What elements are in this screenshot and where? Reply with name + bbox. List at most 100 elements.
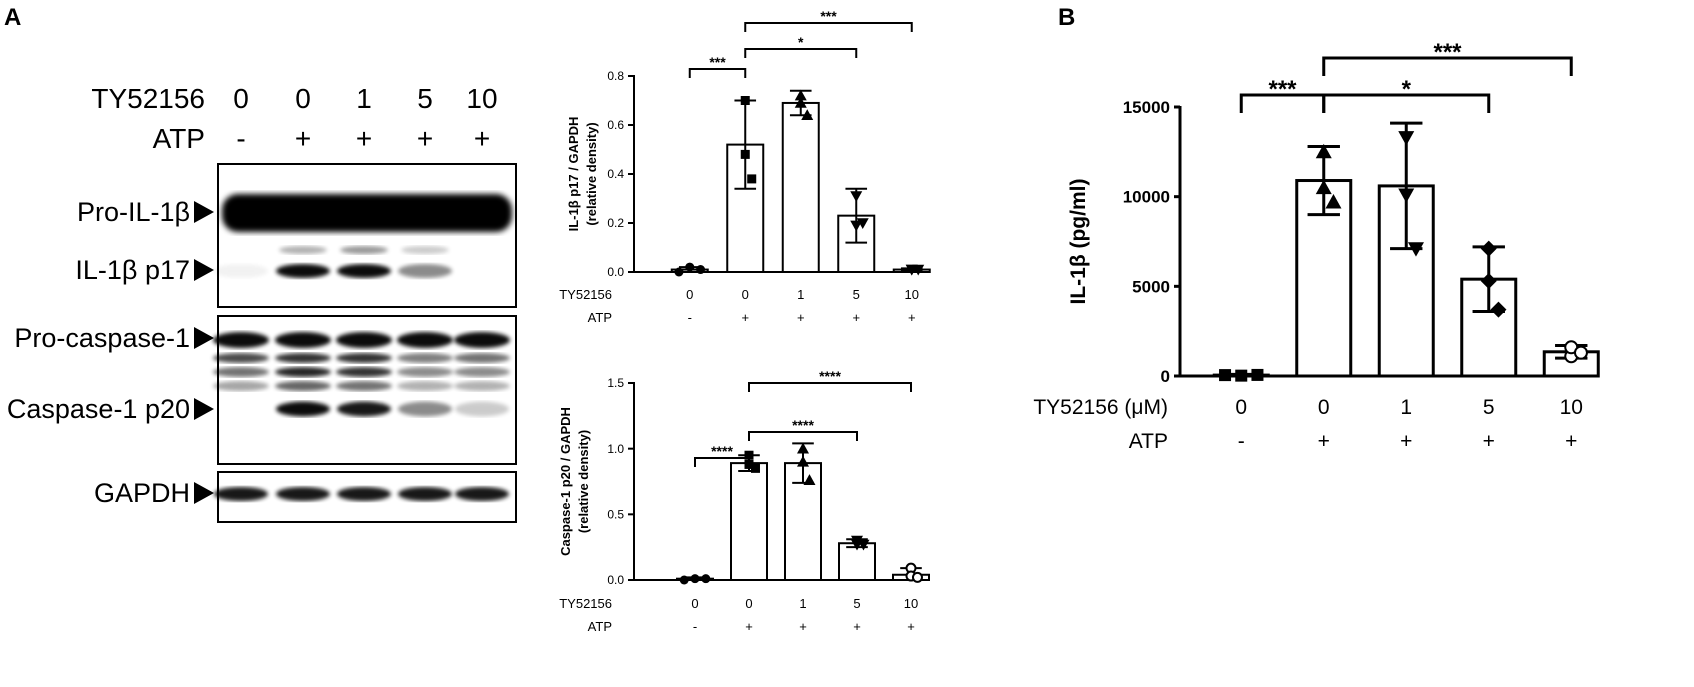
blot-band-label: Caspase-1 p20	[7, 394, 190, 424]
data-point-marker	[1398, 131, 1415, 146]
blot-band-label: Pro-IL-1β	[77, 197, 190, 227]
x-category-label: 1	[797, 287, 804, 302]
data-point-marker	[1219, 369, 1232, 382]
blot-band-gapdh	[455, 487, 509, 501]
x-category-label: 0	[745, 596, 752, 611]
x-row-label: TY52156	[559, 596, 612, 611]
blot-header-value: +	[474, 123, 490, 154]
blot-band-smear	[397, 381, 453, 391]
x-category-label: 0	[742, 287, 749, 302]
blot-band-pro-casp1	[397, 332, 453, 348]
y-tick-label: 0.2	[607, 216, 624, 230]
x-category-label: +	[1565, 430, 1577, 453]
y-tick-label: 15000	[1123, 98, 1170, 117]
blot-band-p17	[398, 264, 452, 278]
data-point-marker	[801, 109, 814, 120]
x-category-label: -	[688, 310, 692, 325]
data-point-marker	[1398, 188, 1415, 203]
blot-band-p20	[455, 401, 509, 417]
y-tick-label: 0.6	[607, 118, 624, 132]
chart-il1b: 0 5000 10000 15000 IL-1β (pg/ml) TY52156 (μM)…	[1033, 39, 1600, 453]
data-point-marker	[740, 149, 750, 159]
significance-label: ****	[711, 443, 733, 459]
blot-box	[217, 163, 517, 308]
blot-band-pro-casp1	[454, 332, 510, 348]
blot-header-label: ATP	[153, 123, 205, 154]
blot-band-p17-faint	[401, 246, 449, 254]
x-category-label: 0	[686, 287, 693, 302]
significance-label: ****	[819, 368, 841, 384]
blot-band-smear	[336, 381, 392, 391]
data-point-marker	[690, 574, 700, 584]
x-row-label: TY52156	[559, 287, 612, 302]
data-point-marker	[794, 96, 807, 108]
x-category-label: 5	[853, 287, 860, 302]
blot-arrow-marker	[194, 201, 214, 223]
x-category-label: 10	[904, 596, 918, 611]
significance-bracket	[744, 48, 858, 58]
x-row-label: ATP	[588, 310, 612, 325]
blot-band-smear	[454, 353, 510, 363]
x-category-label: +	[741, 310, 749, 325]
blot-band-smear	[275, 353, 331, 363]
data-point-marker	[1573, 345, 1588, 360]
x-category-label: +	[745, 619, 753, 634]
significance-bracket	[694, 457, 750, 467]
blot-band-smear	[275, 381, 331, 391]
data-point-marker	[740, 96, 750, 105]
data-point-marker	[797, 442, 809, 454]
data-point-marker	[1490, 301, 1507, 318]
y-axis-label: IL-1β p17 / GAPDH	[566, 117, 581, 232]
blot-header-value: 1	[356, 83, 372, 114]
y-tick-label: 10000	[1123, 188, 1170, 207]
significance-label: *	[1402, 76, 1412, 103]
blot-header-value: 5	[417, 83, 433, 114]
blot-band-smear	[213, 381, 269, 391]
y-tick-label: 0	[1161, 367, 1170, 386]
blot-band-p17-faint	[279, 246, 327, 254]
panel-label-b: B	[1058, 4, 1076, 31]
blot-band-p17	[276, 264, 330, 278]
blot-band-p20	[276, 401, 330, 417]
y-axis-label-sub: (relative density)	[576, 430, 591, 533]
blot-band-gapdh	[214, 487, 268, 501]
blot-band-p20	[398, 401, 452, 417]
data-point-marker	[1480, 272, 1497, 289]
x-category-label: +	[797, 310, 805, 325]
blot-band-smear	[213, 367, 269, 377]
blot-band-label: Pro-caspase-1	[14, 323, 190, 353]
y-axis-label: Caspase-1 p20 / GAPDH	[558, 407, 573, 556]
data-point-marker	[857, 539, 870, 551]
significance-bracket	[688, 68, 747, 78]
blot-band-smear	[397, 353, 453, 363]
x-category-label: 1	[1400, 396, 1412, 419]
data-point-marker	[696, 265, 706, 275]
blot-header-value: 10	[466, 83, 497, 114]
significance-label: ***	[820, 8, 837, 24]
x-category-label: 10	[905, 287, 919, 302]
data-point-marker	[911, 571, 923, 583]
significance-label: ***	[1268, 76, 1297, 103]
significance-bracket	[748, 382, 912, 392]
x-category-label: +	[853, 619, 861, 634]
x-category-label: -	[1238, 430, 1245, 453]
blot-band-p17	[337, 264, 391, 278]
chart-p20: 0.0 0.5 1.0 1.5 Caspase-1 p20 / GAPDH (relati…	[558, 368, 930, 634]
blot-band-smear	[275, 367, 331, 377]
y-tick-label: 0.8	[607, 69, 624, 83]
blot-band-label: GAPDH	[94, 478, 190, 508]
blot-header-label: TY52156	[91, 83, 205, 114]
x-category-label: +	[852, 310, 860, 325]
blot-arrow-marker	[194, 482, 214, 504]
bar	[781, 101, 820, 273]
y-tick-label: 0.5	[607, 508, 624, 522]
y-tick-label: 0.0	[607, 573, 624, 587]
data-point-marker	[674, 267, 684, 277]
bar	[730, 462, 768, 582]
blot-band-gapdh	[337, 487, 391, 501]
x-category-label: 0	[1318, 396, 1330, 419]
significance-bracket	[748, 431, 858, 441]
blot-band-smear	[397, 367, 453, 377]
data-point-marker	[1235, 369, 1248, 382]
